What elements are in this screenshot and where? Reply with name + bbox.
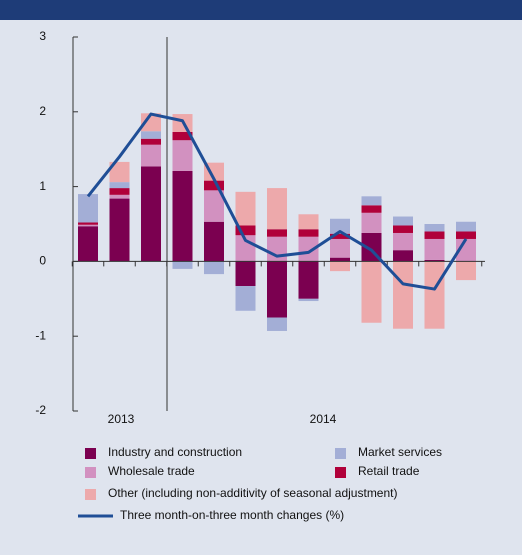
bar-segment [298,298,319,302]
group-label: 2013 [108,412,135,426]
legend-swatch [85,467,96,478]
bar-segment [298,214,319,230]
bar-segment [330,218,350,234]
bar-segment [267,236,287,262]
bar-segment [393,232,413,251]
bar-segment [267,229,287,237]
bar-segment [456,261,476,281]
bar-segment [330,261,350,272]
bar-segment [267,188,287,230]
bar-segment [172,170,193,262]
bar-segment [330,238,350,258]
bar-segment [204,221,224,262]
bar-segment [361,212,382,233]
bar-segment [109,194,130,199]
bar-segment [78,222,98,225]
bar-segment [141,166,161,262]
legend-label: Retail trade [358,464,420,478]
legend-swatch [335,448,346,459]
legend-label: Three month-on-three month changes (%) [120,508,344,522]
bar-segment [109,161,130,183]
header-band [0,0,522,20]
y-tick-label: -2 [35,403,46,417]
bar-segment [267,317,287,331]
bar-segment [78,224,98,227]
y-tick-label: 0 [39,254,46,268]
bar-segment [235,261,256,287]
bar-segment [172,131,193,141]
bar-segment [361,205,382,213]
legend-label: Market services [358,445,442,459]
bar-segment [424,224,445,232]
bar-segment [172,261,193,269]
y-tick-label: 3 [39,29,46,43]
bar-segment [424,231,445,239]
bar-segment [330,257,350,262]
bar-segment [298,261,319,299]
bar-segment [235,286,256,311]
y-tick-label: 1 [39,179,46,193]
legend-label: Wholesale trade [108,464,195,478]
bar-segment [235,225,256,236]
bar-segment [78,226,98,262]
bar-segment [109,198,130,262]
bar-segment [141,113,161,132]
line-series [86,112,468,291]
bar-segment [393,261,413,329]
bar-segment [424,238,445,260]
bar-segment [172,140,193,171]
bar-segment [141,144,161,167]
bar-segment [141,138,161,145]
bar-segment [267,261,287,318]
bar-segment [78,194,98,223]
bar-segment [456,231,476,239]
y-tick-label: -1 [35,328,46,342]
bar-segment [298,236,319,262]
bar-segment [109,188,130,195]
bar-segment [141,131,161,139]
bar-segment [204,190,224,222]
bar-segment [298,229,319,237]
bar-segment [393,250,413,262]
bar-segment [361,196,382,206]
legend-swatch [335,467,346,478]
bar-segment [204,261,224,275]
bar-segment [361,261,382,323]
legend-label: Other (including non-additivity of seaso… [108,486,398,500]
bar-segment [456,221,476,232]
bar-segment [204,180,224,191]
bar-segment [424,259,445,262]
legend-swatch [85,489,96,500]
bar-segment [424,261,445,329]
bar-segment [393,225,413,233]
bar-segment [330,233,350,239]
legend-label: Industry and construction [108,445,242,459]
group-label: 2014 [310,412,337,426]
y-tick-label: 2 [39,104,46,118]
bar-segment [235,191,256,226]
bar-segment [109,182,130,189]
legend-swatch [85,448,96,459]
bar-segment [393,216,413,226]
